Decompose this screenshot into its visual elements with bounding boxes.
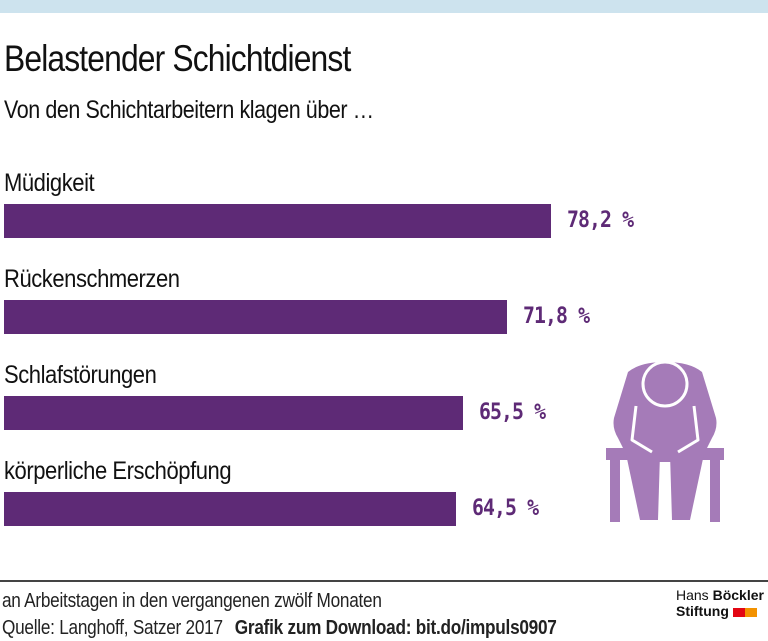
logo-stiftung: Stiftung [676, 603, 729, 619]
category-label: Müdigkeit [4, 169, 95, 197]
source-line: Quelle: Langhoff, Satzer 2017 Grafik zum … [2, 617, 557, 640]
value-label: 78,2 % [567, 208, 634, 233]
footer-divider [0, 580, 768, 582]
value-label: 64,5 % [471, 496, 539, 521]
hans-boeckler-logo: Hans Böckler Stiftung [676, 587, 764, 619]
figure-leg-right [670, 454, 704, 520]
chart-subtitle: Von den Schichtarbeitern klagen über … [4, 96, 374, 124]
tired-person-icon [606, 360, 724, 522]
figure-bench-leg-right [710, 458, 720, 522]
bar [4, 396, 463, 430]
bar [4, 492, 456, 526]
logo-orange-square [744, 608, 757, 617]
figure-bench-seat [606, 448, 724, 460]
figure-torso [613, 362, 717, 462]
logo-boeckler: Böckler [712, 587, 764, 603]
logo-hans: Hans [676, 587, 709, 603]
download-link[interactable]: Grafik zum Download: bit.do/impuls0907 [234, 617, 557, 639]
value-label: 65,5 % [478, 400, 546, 425]
logo-red-square [732, 608, 745, 617]
figure-bench-leg-left [610, 458, 620, 522]
figure-head [641, 360, 689, 408]
footnote: an Arbeitstagen in den vergangenen zwölf… [2, 590, 382, 612]
bar [4, 204, 552, 238]
chart-title: Belastender Schichtdienst [4, 38, 351, 79]
value-label: 71,8 % [522, 304, 590, 329]
figure-leg-left [626, 454, 660, 520]
bar [4, 300, 507, 334]
category-label: körperliche Erschöpfung [4, 457, 232, 485]
category-label: Rückenschmerzen [4, 265, 180, 293]
top-band [0, 0, 768, 13]
source-text: Quelle: Langhoff, Satzer 2017 [2, 617, 223, 639]
category-label: Schlafstörungen [4, 361, 157, 389]
